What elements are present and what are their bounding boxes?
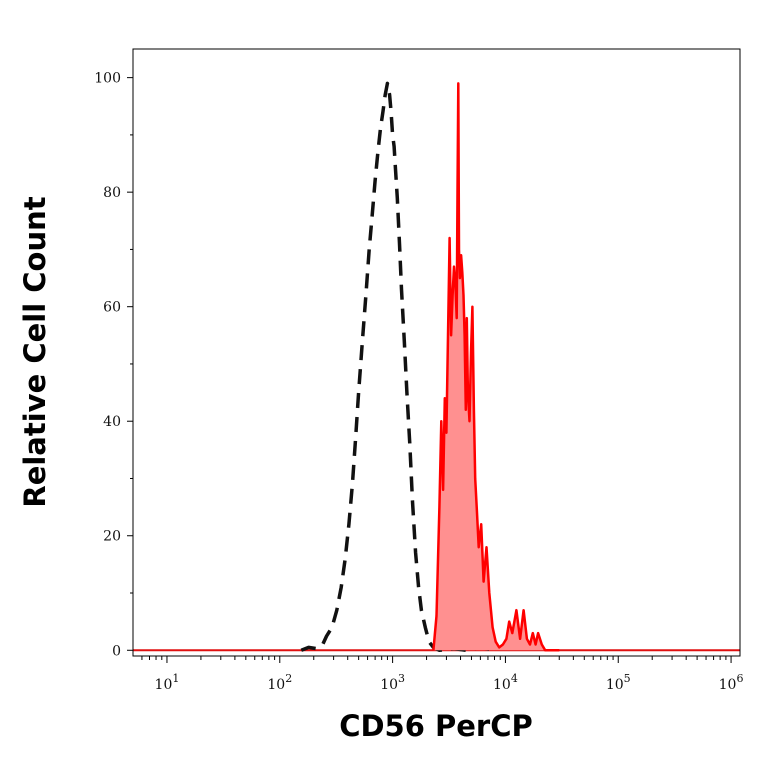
series-1-line <box>432 82 560 652</box>
y-tick-label-0: 0 <box>112 643 121 659</box>
x-tick-label-10e5: 105 <box>606 672 631 693</box>
y-tick-label-40: 40 <box>103 414 121 430</box>
series-1-fill <box>433 83 560 651</box>
x-tick-label-10e3: 103 <box>380 672 405 693</box>
x-tick-label-10e6: 106 <box>719 672 744 693</box>
y-tick-label-60: 60 <box>103 300 121 316</box>
x-tick-label-10e1: 101 <box>155 672 180 693</box>
x-tick-label-10e2: 102 <box>267 672 292 693</box>
series-0-dashed-line <box>300 81 495 653</box>
y-axis-title: Relative Cell Count <box>18 196 52 507</box>
y-tick-label-20: 20 <box>103 529 121 545</box>
x-tick-label-10e4: 104 <box>493 672 518 693</box>
y-tick-label-80: 80 <box>103 185 121 201</box>
x-axis-title: CD56 PerCP <box>339 709 533 743</box>
y-tick-label-100: 100 <box>94 71 121 87</box>
plot-frame <box>132 48 741 657</box>
